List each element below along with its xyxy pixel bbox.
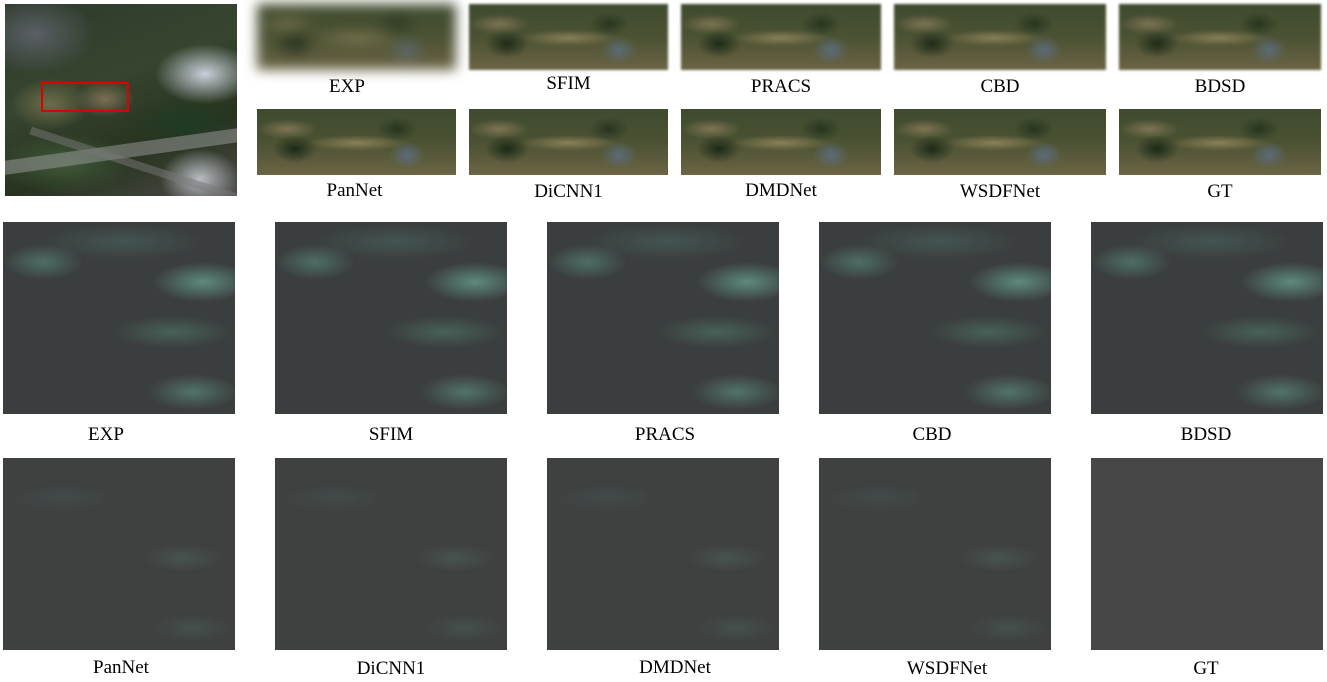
error-map-sfim: [275, 222, 507, 414]
error-label-pracs: PRACS: [634, 424, 696, 445]
zoom-crop-cbd: [894, 4, 1106, 70]
zoom-crop-gt: [1119, 109, 1321, 175]
error-label-cbd: CBD: [912, 424, 952, 445]
zoom-crop-pannet: [257, 109, 456, 175]
zoom-crop-dicnn1: [469, 109, 668, 175]
error-map-bdsd: [1091, 222, 1323, 414]
crop-label-pracs: PRACS: [750, 76, 812, 97]
crop-label-pannet: PanNet: [326, 180, 383, 201]
error-map-wsdfnet: [819, 458, 1051, 650]
zoom-crop-dmdnet: [681, 109, 881, 175]
crop-label-exp: EXP: [329, 76, 365, 97]
error-label-pannet: PanNet: [93, 657, 149, 678]
roi-box: [41, 82, 129, 112]
zoom-crop-wsdfnet: [894, 109, 1106, 175]
crop-label-bdsd: BDSD: [1194, 76, 1246, 97]
crop-label-dicnn1: DiCNN1: [534, 181, 603, 202]
main-aerial-image: [5, 4, 237, 196]
zoom-crop-exp: [257, 4, 456, 70]
error-map-gt: [1091, 458, 1323, 650]
crop-label-sfim: SFIM: [546, 73, 591, 94]
error-map-dicnn1: [275, 458, 507, 650]
zoom-crop-bdsd: [1119, 4, 1321, 70]
error-label-wsdfnet: WSDFNet: [906, 658, 988, 679]
error-map-pannet: [3, 458, 235, 650]
error-map-dmdnet: [547, 458, 779, 650]
error-map-exp: [3, 222, 235, 414]
error-map-cbd: [819, 222, 1051, 414]
crop-label-gt: GT: [1207, 181, 1233, 202]
crop-label-dmdnet: DMDNet: [745, 180, 817, 201]
error-label-dmdnet: DMDNet: [639, 657, 711, 678]
zoom-crop-sfim: [469, 4, 668, 70]
error-label-sfim: SFIM: [368, 424, 414, 445]
zoom-crop-pracs: [681, 4, 881, 70]
error-label-exp: EXP: [88, 424, 124, 445]
crop-label-wsdfnet: WSDFNet: [959, 181, 1041, 202]
error-label-bdsd: BDSD: [1180, 424, 1232, 445]
crop-label-cbd: CBD: [980, 76, 1020, 97]
error-label-dicnn1: DiCNN1: [356, 658, 426, 679]
error-map-pracs: [547, 222, 779, 414]
error-label-gt: GT: [1193, 658, 1219, 679]
